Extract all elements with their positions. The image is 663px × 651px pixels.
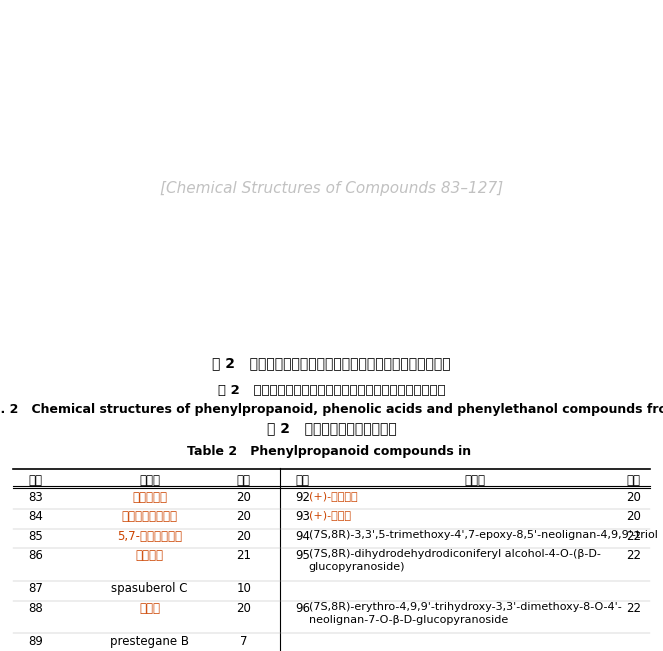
Text: 22: 22 bbox=[626, 602, 641, 615]
Text: 86: 86 bbox=[29, 549, 43, 562]
Text: 图 2   鸡血藤中苯丙素类、酚酸类、苯乙醇类成分的化学结构: 图 2 鸡血藤中苯丙素类、酚酸类、苯乙醇类成分的化学结构 bbox=[212, 356, 451, 370]
Text: 苜蓿酚: 苜蓿酚 bbox=[139, 602, 160, 615]
Text: 93: 93 bbox=[295, 510, 310, 523]
Text: (+)-松脂醇: (+)-松脂醇 bbox=[309, 510, 351, 520]
Text: 96: 96 bbox=[295, 602, 310, 615]
Text: 89: 89 bbox=[29, 635, 43, 648]
Text: 5,7-二羟基香豆素: 5,7-二羟基香豆素 bbox=[117, 530, 182, 543]
Text: 白芷内酯: 白芷内酯 bbox=[135, 549, 164, 562]
Text: 20: 20 bbox=[626, 491, 641, 504]
Text: 20: 20 bbox=[236, 602, 251, 615]
Text: 7: 7 bbox=[240, 635, 247, 648]
Text: 20: 20 bbox=[626, 510, 641, 523]
Text: spasuberol C: spasuberol C bbox=[111, 583, 188, 596]
Text: (+)-表松脂醇: (+)-表松脂醇 bbox=[309, 491, 357, 501]
Text: (7S,8R)-3,3',5-trimethoxy-4',7-epoxy-8,5'-neolignan-4,9,9'-triol: (7S,8R)-3,3',5-trimethoxy-4',7-epoxy-8,5… bbox=[309, 530, 658, 540]
Text: 94: 94 bbox=[295, 530, 310, 543]
Text: Table 2   Phenylpropanoid compounds in: Table 2 Phenylpropanoid compounds in bbox=[187, 445, 476, 458]
Text: prestegane B: prestegane B bbox=[110, 635, 189, 648]
Text: 20: 20 bbox=[236, 530, 251, 543]
Text: neolignan-7-O-β-D-glucopyranoside: neolignan-7-O-β-D-glucopyranoside bbox=[309, 615, 508, 625]
Text: (7S,8R)-erythro-4,9,9'-trihydroxy-3,3'-dimethoxy-8-O-4'-: (7S,8R)-erythro-4,9,9'-trihydroxy-3,3'-d… bbox=[309, 602, 621, 612]
Text: 编号: 编号 bbox=[295, 474, 309, 487]
Text: 反式对羟基肉桂酸: 反式对羟基肉桂酸 bbox=[121, 510, 178, 523]
Text: 图 2   鸡血藤中苯丙素类、酚酸类、苯乙醇类成分的化学结构: 图 2 鸡血藤中苯丙素类、酚酸类、苯乙醇类成分的化学结构 bbox=[217, 384, 446, 397]
Text: 表 2   鸡血藤中苯丙素类化合物: 表 2 鸡血藤中苯丙素类化合物 bbox=[267, 421, 396, 436]
Text: 88: 88 bbox=[29, 602, 43, 615]
Text: 22: 22 bbox=[626, 530, 641, 543]
Text: 83: 83 bbox=[29, 491, 43, 504]
Text: 84: 84 bbox=[29, 510, 43, 523]
Text: 文献: 文献 bbox=[627, 474, 640, 487]
Text: 95: 95 bbox=[295, 549, 310, 562]
Text: glucopyranoside): glucopyranoside) bbox=[309, 562, 405, 572]
Text: 阿魏酸甲酯: 阿魏酸甲酯 bbox=[132, 491, 167, 504]
Text: 化合物: 化合物 bbox=[464, 474, 485, 487]
FancyBboxPatch shape bbox=[7, 15, 656, 348]
Text: 92: 92 bbox=[295, 491, 310, 504]
Text: Fig. 2   Chemical structures of phenylpropanoid, phenolic acids and phenylethano: Fig. 2 Chemical structures of phenylprop… bbox=[0, 403, 663, 416]
Text: 20: 20 bbox=[236, 491, 251, 504]
Text: 编号: 编号 bbox=[29, 474, 43, 487]
Text: 20: 20 bbox=[236, 510, 251, 523]
Text: 85: 85 bbox=[29, 530, 43, 543]
Text: (7S,8R)-dihydrodehydrodiconiferyl alcohol-4-O-(β-D-: (7S,8R)-dihydrodehydrodiconiferyl alcoho… bbox=[309, 549, 601, 559]
Text: 化合物: 化合物 bbox=[139, 474, 160, 487]
Text: 21: 21 bbox=[236, 549, 251, 562]
Text: 22: 22 bbox=[626, 549, 641, 562]
Text: [Chemical Structures of Compounds 83–127]: [Chemical Structures of Compounds 83–127… bbox=[160, 181, 503, 197]
Text: 文献: 文献 bbox=[237, 474, 251, 487]
Text: 87: 87 bbox=[29, 583, 43, 596]
Text: 10: 10 bbox=[236, 583, 251, 596]
